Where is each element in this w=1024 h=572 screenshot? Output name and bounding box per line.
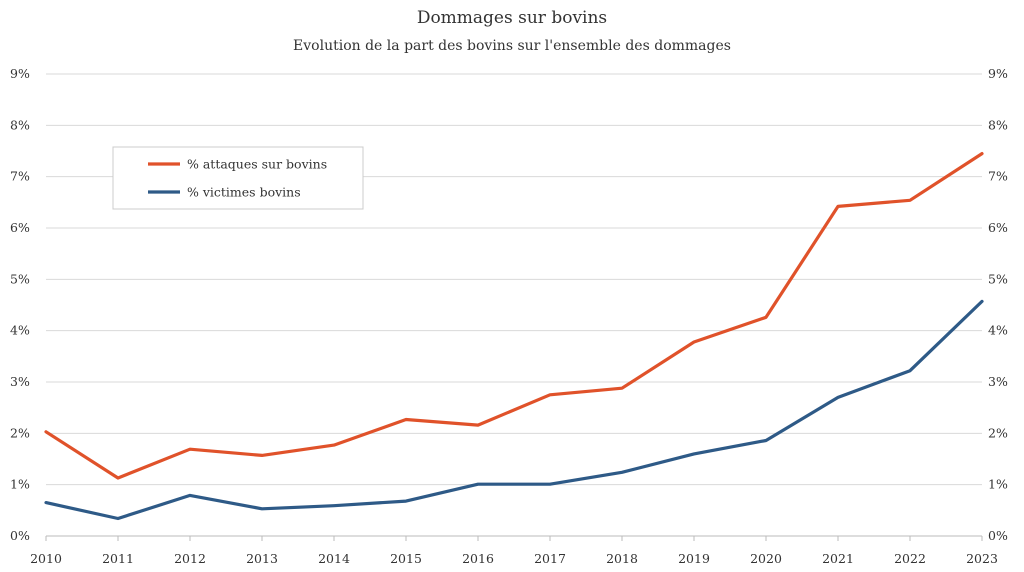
x-tick-label: 2018: [606, 551, 638, 566]
x-tick-label: 2014: [318, 551, 350, 566]
legend: % attaques sur bovins % victimes bovins: [112, 146, 364, 210]
y-tick-label-right: 9%: [988, 66, 1008, 81]
y-tick-label-left: 3%: [10, 374, 30, 389]
y-tick-label-right: 0%: [988, 528, 1008, 543]
x-tick-label: 2012: [174, 551, 206, 566]
x-tick-label: 2016: [462, 551, 494, 566]
x-tick-label: 2015: [390, 551, 422, 566]
y-axis-right: 0% 1% 2% 3% 4% 5% 6% 7% 8% 9%: [988, 66, 1008, 543]
y-tick-label-right: 5%: [988, 271, 1008, 286]
y-tick-label-right: 6%: [988, 220, 1008, 235]
y-tick-label-left: 1%: [10, 477, 30, 492]
x-tick-label: 2011: [102, 551, 134, 566]
chart-subtitle: Evolution de la part des bovins sur l'en…: [293, 38, 731, 54]
y-tick-label-right: 1%: [988, 477, 1008, 492]
series-lines: [44, 152, 984, 521]
chart-title: Dommages sur bovins: [416, 8, 608, 28]
x-tick-label: 2013: [246, 551, 278, 566]
y-tick-label-right: 3%: [988, 374, 1008, 389]
y-tick-label-left: 0%: [10, 528, 30, 543]
y-tick-label-left: 7%: [10, 169, 30, 184]
y-tick-label-right: 7%: [988, 169, 1008, 184]
legend-label: % attaques sur bovins: [187, 157, 327, 172]
x-tick-label: 2010: [30, 551, 62, 566]
y-tick-label-left: 4%: [10, 323, 30, 338]
y-tick-label-left: 2%: [10, 425, 30, 440]
gridlines: [46, 73, 982, 537]
series-line-attaques: [44, 152, 984, 480]
legend-label: % victimes bovins: [187, 185, 301, 200]
y-tick-label-right: 8%: [988, 117, 1008, 132]
x-tick-label: 2023: [966, 551, 998, 566]
x-tick-label: 2021: [822, 551, 854, 566]
x-tick-label: 2019: [678, 551, 710, 566]
legend-box: [112, 146, 364, 210]
y-tick-label-left: 9%: [10, 66, 30, 81]
x-tick-label: 2017: [534, 551, 566, 566]
x-axis: 2010 2011 2012 2013 2014 2015 2016 2017 2018 2019…: [30, 536, 998, 566]
y-tick-label-left: 8%: [10, 117, 30, 132]
x-tick-label: 2022: [894, 551, 926, 566]
y-axis-left: 0% 1% 2% 3% 4% 5% 6% 7% 8% 9%: [10, 66, 30, 543]
series-line-victimes: [44, 299, 984, 521]
y-tick-label-right: 2%: [988, 425, 1008, 440]
y-tick-label-left: 6%: [10, 220, 30, 235]
x-tick-label: 2020: [750, 551, 782, 566]
y-tick-label-left: 5%: [10, 271, 30, 286]
y-tick-label-right: 4%: [988, 323, 1008, 338]
